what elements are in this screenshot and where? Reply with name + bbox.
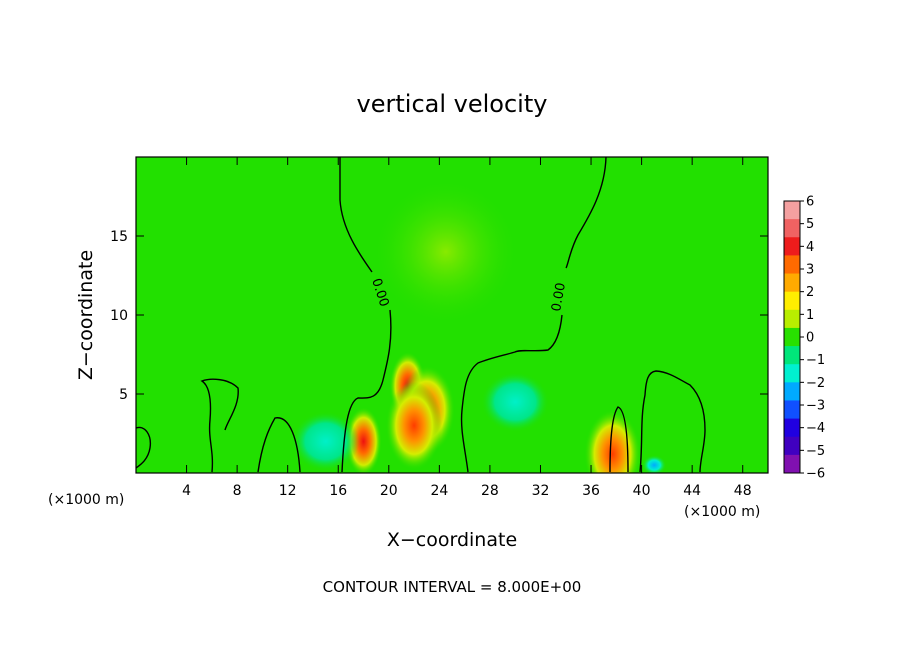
colorbar-swatch — [784, 382, 800, 401]
contour-small-left — [257, 417, 301, 473]
x-unit-label-right: (×1000 m) — [684, 504, 760, 520]
chart-title: vertical velocity — [357, 90, 548, 118]
x-axis-label: X−coordinate — [387, 529, 517, 551]
contour-small-right — [609, 406, 629, 473]
colorbar-swatch — [784, 346, 800, 365]
x-tick-label: 48 — [734, 483, 752, 499]
x-tick-label: 28 — [481, 483, 499, 499]
colorbar-swatch — [784, 454, 800, 474]
zero-contours — [136, 157, 706, 473]
velocity-feature — [481, 371, 550, 432]
colorbar-tick-label: 4 — [806, 240, 814, 255]
colorbar-swatch — [784, 327, 800, 347]
colorbar-swatch — [784, 291, 800, 311]
velocity-features — [291, 181, 667, 473]
colorbar-tick-label: 6 — [806, 195, 814, 210]
contour-right-blob — [639, 370, 706, 473]
colorbar-tick-label: −2 — [806, 376, 825, 391]
colorbar: 6 5 4 3 2 1 0 −1 −2 −3 −4 −5 −6 — [783, 195, 825, 482]
plot-area: 0.00 0.00 — [136, 157, 768, 473]
x-tick-label: 24 — [430, 483, 448, 499]
colorbar-swatch — [784, 201, 800, 220]
colorbar-swatch — [784, 418, 800, 438]
colorbar-swatch — [784, 436, 800, 456]
colorbar-tick-label: −1 — [806, 353, 825, 368]
velocity-feature — [584, 410, 641, 473]
y-tick-label: 10 — [110, 308, 128, 324]
zero-contour-right — [460, 157, 607, 473]
x-tick-label: 32 — [532, 483, 550, 499]
y-axis-label: Z−coordinate — [75, 250, 97, 380]
colorbar-tick-label: −3 — [806, 399, 825, 414]
y-tick-label: 15 — [110, 229, 128, 245]
x-tick-label: 4 — [182, 483, 191, 499]
colorbar-tick-label: −5 — [806, 444, 825, 459]
x-tick-label: 16 — [329, 483, 347, 499]
x-axis: 4 8 12 16 20 24 28 32 36 40 44 48 — [182, 157, 752, 499]
x-tick-label: 20 — [380, 483, 398, 499]
colorbar-tick-label: 0 — [806, 331, 814, 346]
colorbar-swatch — [784, 273, 800, 293]
colorbar-tick-label: −6 — [806, 467, 825, 482]
colorbar-tick-label: −4 — [806, 421, 825, 436]
velocity-feature — [386, 381, 443, 470]
contour-left-blob — [200, 378, 239, 473]
colorbar-tick-label: 5 — [806, 217, 814, 232]
colorbar-swatch — [784, 400, 800, 420]
x-tick-label: 36 — [582, 483, 600, 499]
colorbar-tick-label: 2 — [806, 285, 814, 300]
velocity-feature — [642, 455, 667, 473]
colorbar-swatch — [784, 255, 800, 275]
contour-interval-note: CONTOUR INTERVAL = 8.000E+00 — [323, 578, 582, 596]
colorbar-swatch — [784, 364, 800, 383]
contour-edge-left — [136, 426, 152, 469]
velocity-feature — [375, 181, 516, 322]
colorbar-tick-label: 3 — [806, 263, 814, 278]
velocity-feature — [291, 411, 360, 472]
colorbar-swatch — [784, 309, 800, 329]
colorbar-tick-label: 1 — [806, 308, 814, 323]
x-tick-label: 44 — [683, 483, 701, 499]
y-tick-label: 5 — [119, 387, 128, 403]
colorbar-swatch — [784, 237, 800, 256]
x-tick-label: 12 — [279, 483, 297, 499]
x-unit-label-left: (×1000 m) — [48, 492, 124, 508]
x-tick-label: 8 — [233, 483, 242, 499]
colorbar-swatch — [784, 219, 800, 238]
zero-contour-left — [339, 157, 392, 473]
x-tick-label: 40 — [633, 483, 651, 499]
y-axis: 5 10 15 — [110, 229, 768, 403]
contour-label-right: 0.00 — [549, 282, 569, 313]
